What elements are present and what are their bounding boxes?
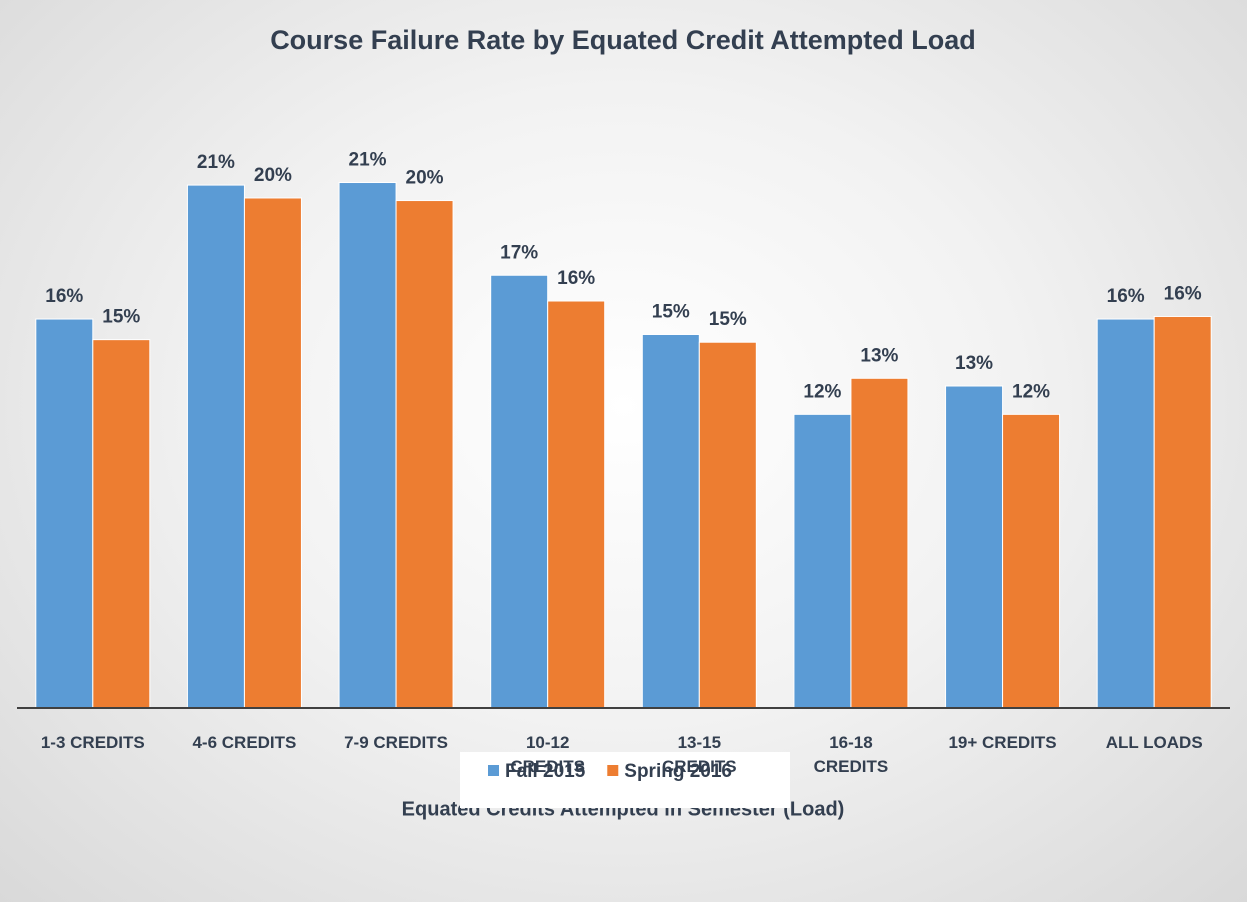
bar (243, 197, 302, 709)
data-label: 20% (406, 168, 444, 189)
x-tick-label: 4-6 CREDITS (192, 733, 297, 752)
data-label: 21% (197, 152, 235, 173)
bar (338, 182, 397, 709)
x-tick-label: 19+ CREDITS (948, 733, 1057, 752)
bar (698, 341, 757, 709)
bar (35, 318, 94, 709)
data-label: 15% (102, 307, 140, 328)
bar (641, 333, 700, 709)
legend-label: Spring 2016 (624, 761, 732, 782)
data-label: 16% (1164, 283, 1202, 304)
bar (186, 184, 245, 709)
bar (547, 300, 606, 709)
bar (1153, 315, 1212, 709)
legend-box (460, 752, 790, 808)
x-tick-label: 1-3 CREDITS (40, 733, 145, 752)
bar (945, 385, 1004, 709)
bar (850, 377, 909, 709)
data-label: 21% (349, 150, 387, 171)
legend-label: Fall 2015 (505, 761, 586, 782)
x-tick-label: 13-15 CREDITS (662, 733, 737, 776)
bar (793, 413, 852, 709)
data-label: 12% (803, 381, 841, 402)
bar (92, 339, 151, 709)
legend-swatch (488, 765, 499, 776)
data-label: 17% (500, 242, 538, 263)
bar (1002, 413, 1061, 709)
data-label: 16% (1107, 286, 1145, 307)
data-label: 12% (1012, 381, 1050, 402)
data-label: 20% (254, 165, 292, 186)
x-tick-label: 16-18 CREDITS (813, 733, 889, 776)
legend-swatch (607, 765, 619, 776)
data-label: 16% (557, 268, 595, 289)
data-label: 13% (860, 345, 898, 366)
chart-title: Course Failure Rate by Equated Credit At… (270, 25, 976, 55)
bar (490, 274, 549, 709)
x-tick-label: 10-12 CREDITS (510, 733, 585, 776)
data-label: 13% (955, 353, 993, 374)
bar (1096, 318, 1155, 709)
data-label: 16% (45, 286, 83, 307)
bar (395, 200, 454, 709)
data-label: 15% (709, 309, 747, 330)
x-tick-label: 7-9 CREDITS (344, 733, 449, 752)
data-label: 15% (652, 302, 690, 323)
x-tick-label: ALL LOADS (1105, 733, 1203, 752)
